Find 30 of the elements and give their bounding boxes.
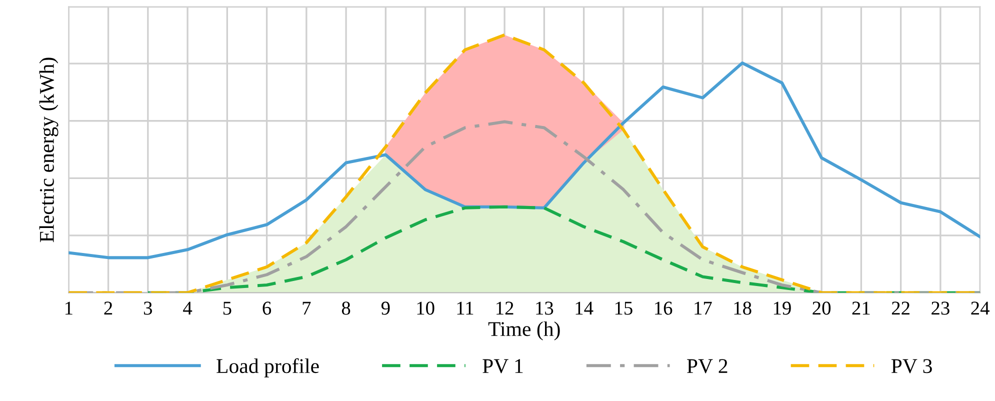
x-tick-label: 11 [457, 302, 474, 315]
x-tick-label: 8 [342, 302, 350, 315]
x-tick-label: 20 [812, 302, 831, 315]
legend-label: PV 1 [482, 359, 523, 374]
x-tick-label: 4 [183, 302, 192, 315]
x-tick-label: 17 [694, 302, 712, 315]
x-tick-label: 1 [66, 302, 72, 315]
x-tick-label: 13 [536, 302, 554, 315]
legend-label: PV 3 [891, 359, 932, 374]
x-tick-label: 22 [892, 302, 910, 315]
x-tick-label: 9 [381, 302, 390, 315]
x-tick-label: 5 [223, 302, 232, 315]
x-tick-label: 14 [576, 302, 594, 315]
x-tick-label: 15 [615, 302, 632, 315]
x-tick-label: 6 [262, 302, 272, 315]
x-tick-label: 7 [302, 302, 311, 315]
x-tick-label: 24 [971, 302, 990, 315]
x-tick-label: 21 [852, 302, 870, 315]
y-axis-title: Electric energy (kWh) [39, 58, 58, 242]
x-tick-label: 18 [734, 302, 752, 315]
x-tick-label: 23 [932, 302, 950, 315]
legend-label: PV 2 [687, 359, 728, 374]
legend-label: Load profile [216, 358, 319, 378]
x-tick-label: 3 [144, 302, 152, 315]
x-axis-title: Time (h) [488, 321, 560, 340]
x-tick-label: 12 [496, 302, 514, 315]
x-tick-label: 10 [417, 302, 434, 315]
x-tick-label: 16 [655, 302, 672, 315]
x-tick-label: 2 [104, 302, 112, 315]
x-tick-label: 19 [774, 302, 791, 315]
